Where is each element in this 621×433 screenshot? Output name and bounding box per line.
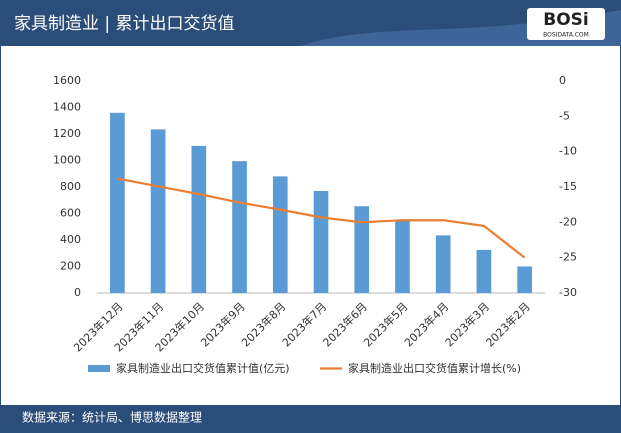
legend-label: 家具制造业出口交货值累计增长(%) — [348, 361, 521, 375]
y-tick-label: 600 — [60, 207, 81, 220]
y2-tick-label: -25 — [559, 251, 577, 264]
line — [117, 177, 526, 259]
logo-box — [527, 8, 605, 40]
y2-tick-label: -20 — [559, 215, 577, 228]
y-tick-label: 0 — [74, 286, 81, 299]
footer-band — [0, 405, 621, 433]
bar — [313, 190, 329, 293]
bar — [272, 176, 288, 293]
y-tick-label: 800 — [60, 180, 81, 193]
legend-swatch — [88, 365, 110, 372]
y2-tick-label: -15 — [559, 180, 577, 193]
y2-tick-label: 0 — [559, 74, 566, 87]
legend-label: 家具制造业出口交货值累计值(亿元) — [116, 361, 290, 375]
bar — [517, 266, 532, 293]
y2-tick-label: -10 — [559, 145, 577, 158]
y-tick-label: 1000 — [53, 154, 81, 167]
logo-sub: BOSIDATA.COM — [543, 32, 589, 39]
bar — [395, 220, 410, 293]
bar — [110, 112, 125, 293]
bar — [232, 161, 247, 293]
bar — [191, 145, 207, 293]
chart-title: 家具制造业 | 累计出口交货值 — [14, 14, 235, 34]
y-tick-label: 1600 — [53, 74, 81, 87]
bar — [476, 249, 492, 293]
logo: BOSi — [543, 10, 588, 30]
y-tick-label: 400 — [60, 233, 81, 246]
y-tick-label: 200 — [60, 260, 81, 273]
y-tick-label: 1200 — [53, 127, 81, 140]
bar — [150, 129, 166, 293]
source: 数据来源：统计局、博思数据整理 — [22, 410, 202, 425]
y-tick-label: 1400 — [53, 101, 81, 114]
y2-tick-label: -5 — [559, 109, 570, 122]
bar — [354, 206, 370, 293]
bar — [435, 235, 451, 293]
y2-tick-label: -30 — [559, 286, 577, 299]
